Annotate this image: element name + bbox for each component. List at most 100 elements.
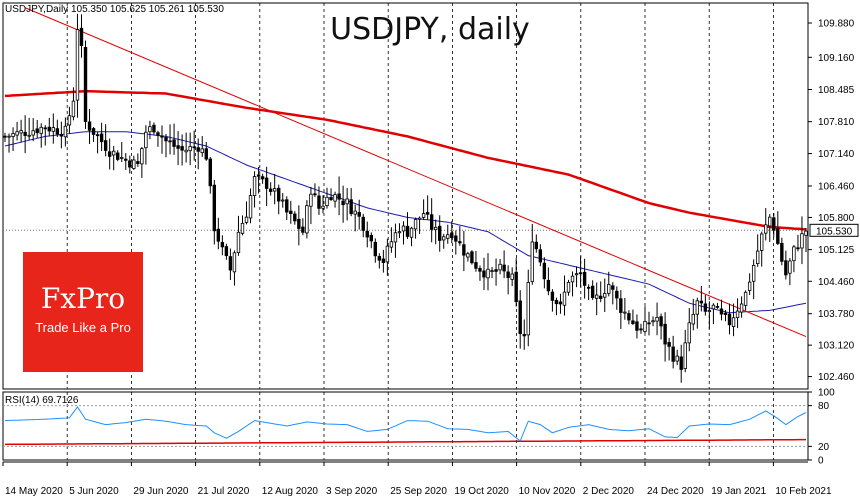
candle-body bbox=[325, 196, 329, 207]
candle-body bbox=[385, 245, 390, 263]
candle-body bbox=[425, 211, 430, 215]
time-label: 5 Jun 2020 bbox=[69, 486, 119, 497]
candle-body bbox=[164, 137, 168, 142]
candle-body bbox=[780, 242, 784, 262]
candle-body bbox=[562, 291, 567, 306]
candle-body bbox=[760, 233, 764, 251]
candle-body bbox=[224, 246, 229, 257]
candle-body bbox=[534, 241, 539, 250]
candle-body bbox=[272, 188, 277, 192]
candle-body bbox=[429, 214, 434, 230]
candle-body bbox=[433, 226, 438, 231]
candle-body bbox=[15, 131, 19, 136]
candle-body bbox=[715, 306, 720, 308]
candle-body bbox=[590, 285, 595, 298]
trendline bbox=[24, 7, 807, 338]
candle-body bbox=[687, 322, 691, 344]
price-label: 107.140 bbox=[818, 149, 855, 160]
price-label: 106.460 bbox=[818, 181, 855, 192]
candle-body bbox=[381, 258, 386, 263]
current-price-label: 105.530 bbox=[816, 226, 853, 237]
candle-body bbox=[244, 216, 249, 223]
candle-body bbox=[313, 193, 317, 196]
candle-body bbox=[421, 213, 426, 218]
candle-body bbox=[699, 300, 704, 304]
rsi-tick-label: 80 bbox=[818, 401, 830, 412]
candle-body bbox=[293, 213, 297, 222]
candle-body bbox=[236, 231, 241, 254]
candle-body bbox=[120, 157, 124, 159]
candle-body bbox=[570, 275, 575, 283]
candle-body bbox=[804, 230, 808, 236]
candle-body bbox=[289, 210, 293, 214]
candle-body bbox=[43, 127, 47, 130]
rsi-tick-label: 0 bbox=[818, 456, 824, 467]
candle-body bbox=[498, 263, 502, 271]
candle-body bbox=[176, 145, 180, 149]
ohlc-values: 105.350 105.625 105.261 105.530 bbox=[70, 4, 224, 15]
candle-body bbox=[103, 140, 108, 151]
candle-body bbox=[369, 234, 373, 242]
candle-body bbox=[401, 225, 406, 232]
candle-body bbox=[188, 146, 192, 152]
candle-body bbox=[148, 126, 152, 133]
candle-body bbox=[11, 133, 15, 137]
candle-body bbox=[196, 147, 200, 152]
candle-body bbox=[216, 228, 221, 242]
price-label: 103.780 bbox=[818, 309, 855, 320]
candle-body bbox=[594, 294, 599, 299]
candle-body bbox=[156, 132, 160, 136]
candle-body bbox=[792, 246, 796, 262]
rsi-line bbox=[4, 406, 807, 442]
candle-body bbox=[743, 291, 748, 306]
candle-body bbox=[71, 100, 76, 118]
candle-body bbox=[337, 193, 341, 200]
candle-body bbox=[373, 241, 378, 257]
candle-body bbox=[703, 303, 708, 312]
candle-body bbox=[538, 249, 543, 263]
candle-body bbox=[285, 199, 289, 213]
candle-body bbox=[739, 303, 744, 313]
candle-body bbox=[345, 198, 349, 205]
candle-body bbox=[35, 128, 39, 134]
candle-body bbox=[136, 161, 140, 164]
candle-body bbox=[19, 130, 23, 134]
logo-slogan: Trade Like a Pro bbox=[35, 320, 131, 335]
candle-body bbox=[124, 158, 128, 161]
candle-body bbox=[329, 197, 333, 200]
candle-body bbox=[454, 235, 458, 242]
candle-body bbox=[55, 128, 60, 135]
time-label: 24 Dec 2020 bbox=[647, 486, 704, 497]
price-pane-frame bbox=[2, 2, 809, 390]
rsi-label: RSI(14) 69.7126 bbox=[5, 395, 79, 406]
candle-body bbox=[599, 295, 603, 299]
candle-body bbox=[526, 282, 530, 336]
chart-header: USDJPY,Daily 105.350 105.625 105.261 105… bbox=[5, 4, 224, 15]
candle-body bbox=[490, 270, 494, 273]
candle-body bbox=[91, 128, 96, 135]
candle-body bbox=[554, 299, 559, 305]
candle-body bbox=[586, 286, 591, 289]
candle-body bbox=[305, 205, 309, 234]
candle-body bbox=[256, 174, 261, 177]
candle-body bbox=[663, 323, 667, 345]
candle-body bbox=[482, 270, 486, 278]
time-label: 3 Sep 2020 bbox=[326, 486, 378, 497]
candle-body bbox=[140, 148, 144, 165]
candle-body bbox=[607, 284, 611, 294]
candle-body bbox=[365, 230, 369, 238]
time-label: 14 May 2020 bbox=[5, 486, 63, 497]
time-label: 12 Aug 2020 bbox=[262, 486, 319, 497]
candle-body bbox=[719, 308, 724, 315]
candle-body bbox=[184, 149, 188, 153]
candle-body bbox=[349, 199, 353, 215]
candle-body bbox=[603, 293, 607, 298]
candle-body bbox=[152, 124, 156, 133]
candle-body bbox=[361, 216, 365, 231]
candle-body bbox=[111, 150, 116, 156]
candle-body bbox=[31, 130, 35, 136]
candle-body bbox=[341, 200, 345, 206]
time-label: 21 Jul 2020 bbox=[198, 486, 250, 497]
fxpro-logo: FxPro Trade Like a Pro bbox=[23, 252, 143, 372]
candle-body bbox=[611, 285, 615, 290]
